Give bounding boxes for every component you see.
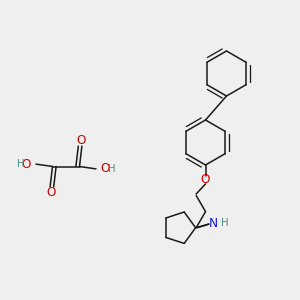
Text: O: O bbox=[46, 186, 56, 200]
Text: N: N bbox=[209, 217, 218, 230]
Text: O: O bbox=[22, 158, 31, 171]
Text: O: O bbox=[76, 134, 86, 147]
Text: O: O bbox=[101, 162, 110, 176]
Text: O: O bbox=[201, 173, 210, 186]
Text: H: H bbox=[221, 218, 229, 228]
Text: H: H bbox=[108, 164, 115, 174]
Text: H: H bbox=[17, 159, 25, 169]
